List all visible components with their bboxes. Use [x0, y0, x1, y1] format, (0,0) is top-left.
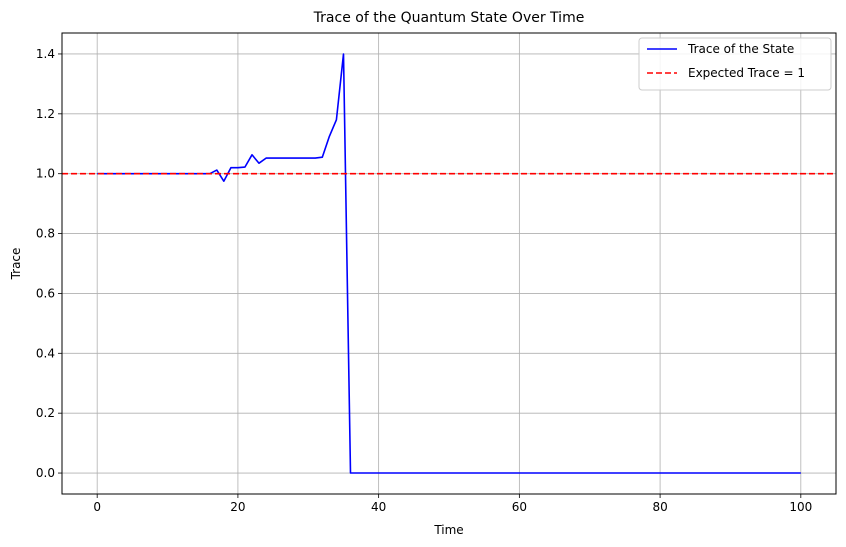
x-axis-label: Time	[433, 523, 463, 537]
series-trace-line	[97, 53, 801, 474]
legend-label-expected: Expected Trace = 1	[688, 66, 805, 80]
y-tick-label: 1.0	[36, 167, 55, 181]
legend-box	[638, 37, 832, 91]
series-lines	[62, 53, 836, 474]
y-axis-label: Trace	[9, 248, 23, 281]
x-tick-label: 80	[652, 500, 667, 514]
y-tick-label: 0.2	[36, 406, 55, 420]
x-tick-label: 40	[371, 500, 386, 514]
legend-label-trace: Trace of the State	[687, 42, 794, 56]
chart-title: Trace of the Quantum State Over Time	[313, 10, 585, 26]
y-tick-label: 0.4	[36, 346, 55, 360]
y-tick-label: 0.0	[36, 466, 55, 480]
y-tick-label: 1.4	[36, 47, 55, 61]
x-tick-label: 60	[512, 500, 527, 514]
plot-frame	[61, 32, 837, 495]
x-tick-label: 20	[230, 500, 245, 514]
y-tick-label: 0.8	[36, 227, 55, 241]
x-tick-label: 100	[789, 500, 812, 514]
x-tick-label: 0	[93, 500, 101, 514]
grid	[62, 33, 836, 494]
axis-ticks: 0 20 40 60 80 100 0.0 0.2 0.4 0.6 0.8 1.0 1.2 1.4	[36, 47, 812, 514]
y-tick-label: 1.2	[36, 107, 55, 121]
legend: Trace of the State Expected Trace = 1	[638, 37, 832, 91]
y-tick-label: 0.6	[36, 286, 55, 300]
